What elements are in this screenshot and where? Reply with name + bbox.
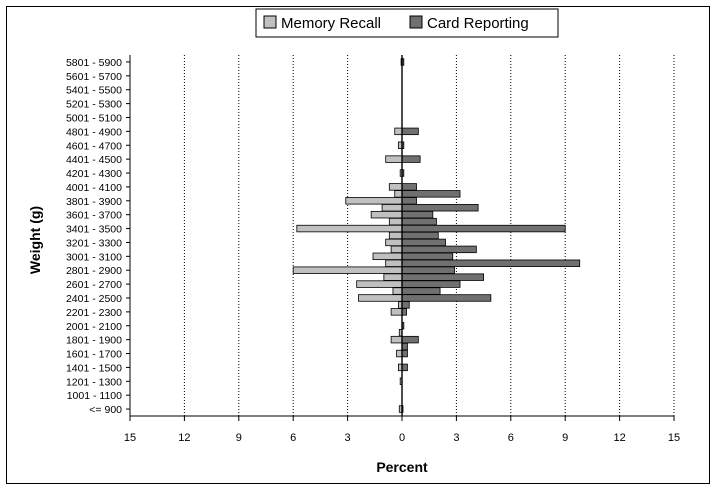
x-tick-label: 3 [345,432,351,444]
bar-memory-recall [358,294,403,302]
x-tick-label: 3 [453,432,459,444]
bar-memory-recall [345,197,403,205]
bar-card-reporting [401,349,408,358]
bar-memory-recall [372,252,403,261]
bar-memory-recall [392,287,403,295]
bar-card-reporting [401,245,477,254]
bar-memory-recall [388,183,403,191]
bar-memory-recall [394,127,403,136]
x-tick-label: 6 [508,432,514,444]
bar-memory-recall [385,155,403,163]
bar-memory-recall [394,190,403,198]
bar-memory-recall [390,308,403,316]
legend-swatch-memory-recall [263,15,277,29]
y-category-label: 4201 - 4300 [66,168,122,180]
bar-memory-recall [292,266,403,274]
x-tick-label: 9 [562,432,568,444]
bar-memory-recall [390,245,403,254]
bar-card-reporting [401,224,566,233]
legend-label-memory-recall: Memory Recall [281,15,381,32]
bar-card-reporting [401,204,479,212]
y-category-label: 5601 - 5700 [66,71,122,83]
x-tick-label: 15 [668,432,680,444]
legend: Memory Recall Card Reporting [255,8,559,38]
y-category-label: 1801 - 1900 [66,335,122,347]
bar-card-reporting [401,335,419,344]
bar-card-reporting [401,280,461,288]
y-category-label: 3001 - 3100 [66,251,122,263]
plot-area [129,55,675,417]
bar-memory-recall [383,273,403,281]
x-tick-label: 6 [290,432,296,444]
y-category-label: 3401 - 3500 [66,224,122,236]
bar-card-reporting [401,190,461,198]
bar-memory-recall [381,204,403,212]
y-category-label: 2001 - 2100 [66,321,122,333]
y-category-label: <= 900 [89,404,122,416]
y-category-label: 4801 - 4900 [66,126,122,138]
y-category-label: 2401 - 2500 [66,293,122,305]
legend-box [255,8,559,38]
bar-memory-recall [388,231,403,240]
y-category-label: 1601 - 1700 [66,349,122,361]
x-tick-label: 0 [399,432,405,444]
y-category-label: 4001 - 4100 [66,182,122,194]
y-category-label: 4601 - 4700 [66,140,122,152]
y-category-label: 5401 - 5500 [66,85,122,97]
bar-memory-recall [370,210,403,219]
bar-card-reporting [401,287,441,295]
bar-card-reporting [401,238,446,247]
bar-card-reporting [401,273,484,281]
y-category-label: 5801 - 5900 [66,57,122,69]
bar-card-reporting [401,210,434,219]
bar-card-reporting [401,155,421,163]
y-category-label: 5201 - 5300 [66,99,122,111]
y-category-label: 2201 - 2300 [66,307,122,319]
bar-card-reporting [401,197,417,205]
x-tick-label: 9 [236,432,242,444]
y-category-label: 1001 - 1100 [67,390,122,402]
y-category-label: 3801 - 3900 [66,196,122,208]
bar-memory-recall [385,259,403,267]
bar-memory-recall [388,217,403,226]
bar-memory-recall [390,335,403,344]
x-tick-label: 12 [178,432,190,444]
legend-label-card-reporting: Card Reporting [427,15,529,32]
bar-memory-recall [296,224,403,233]
x-axis-tick-labels: 15 12 9 6 3 0 3 6 9 12 15 [124,416,680,444]
legend-swatch-card-reporting [409,15,423,29]
bar-card-reporting [401,127,419,136]
x-tick-label: 12 [613,432,625,444]
x-tick-label: 15 [124,432,136,444]
y-category-label: 3601 - 3700 [66,210,122,222]
bar-card-reporting [401,266,455,274]
y-category-label: 2801 - 2900 [66,265,122,277]
bar-card-reporting [401,183,417,191]
bar-memory-recall [356,280,403,288]
bar-card-reporting [401,294,492,302]
x-axis-title: Percent [376,459,428,475]
bar-card-reporting [401,301,410,309]
y-category-label: 1201 - 1300 [66,376,122,388]
bar-memory-recall [385,238,403,247]
bar-card-reporting [401,259,581,267]
y-axis-title: Weight (g) [27,206,43,274]
y-category-label: 5001 - 5100 [66,112,122,124]
bar-card-reporting [401,342,408,351]
y-category-label: 1401 - 1500 [66,362,122,374]
bar-card-reporting [401,252,454,261]
y-category-label: 2601 - 2700 [66,279,122,291]
bar-card-reporting [401,217,437,226]
y-category-label: 4401 - 4500 [66,154,122,166]
bar-card-reporting [401,363,408,372]
bar-card-reporting [401,231,439,240]
y-category-label: 3201 - 3300 [66,237,122,249]
bar-memory-recall [396,349,403,358]
